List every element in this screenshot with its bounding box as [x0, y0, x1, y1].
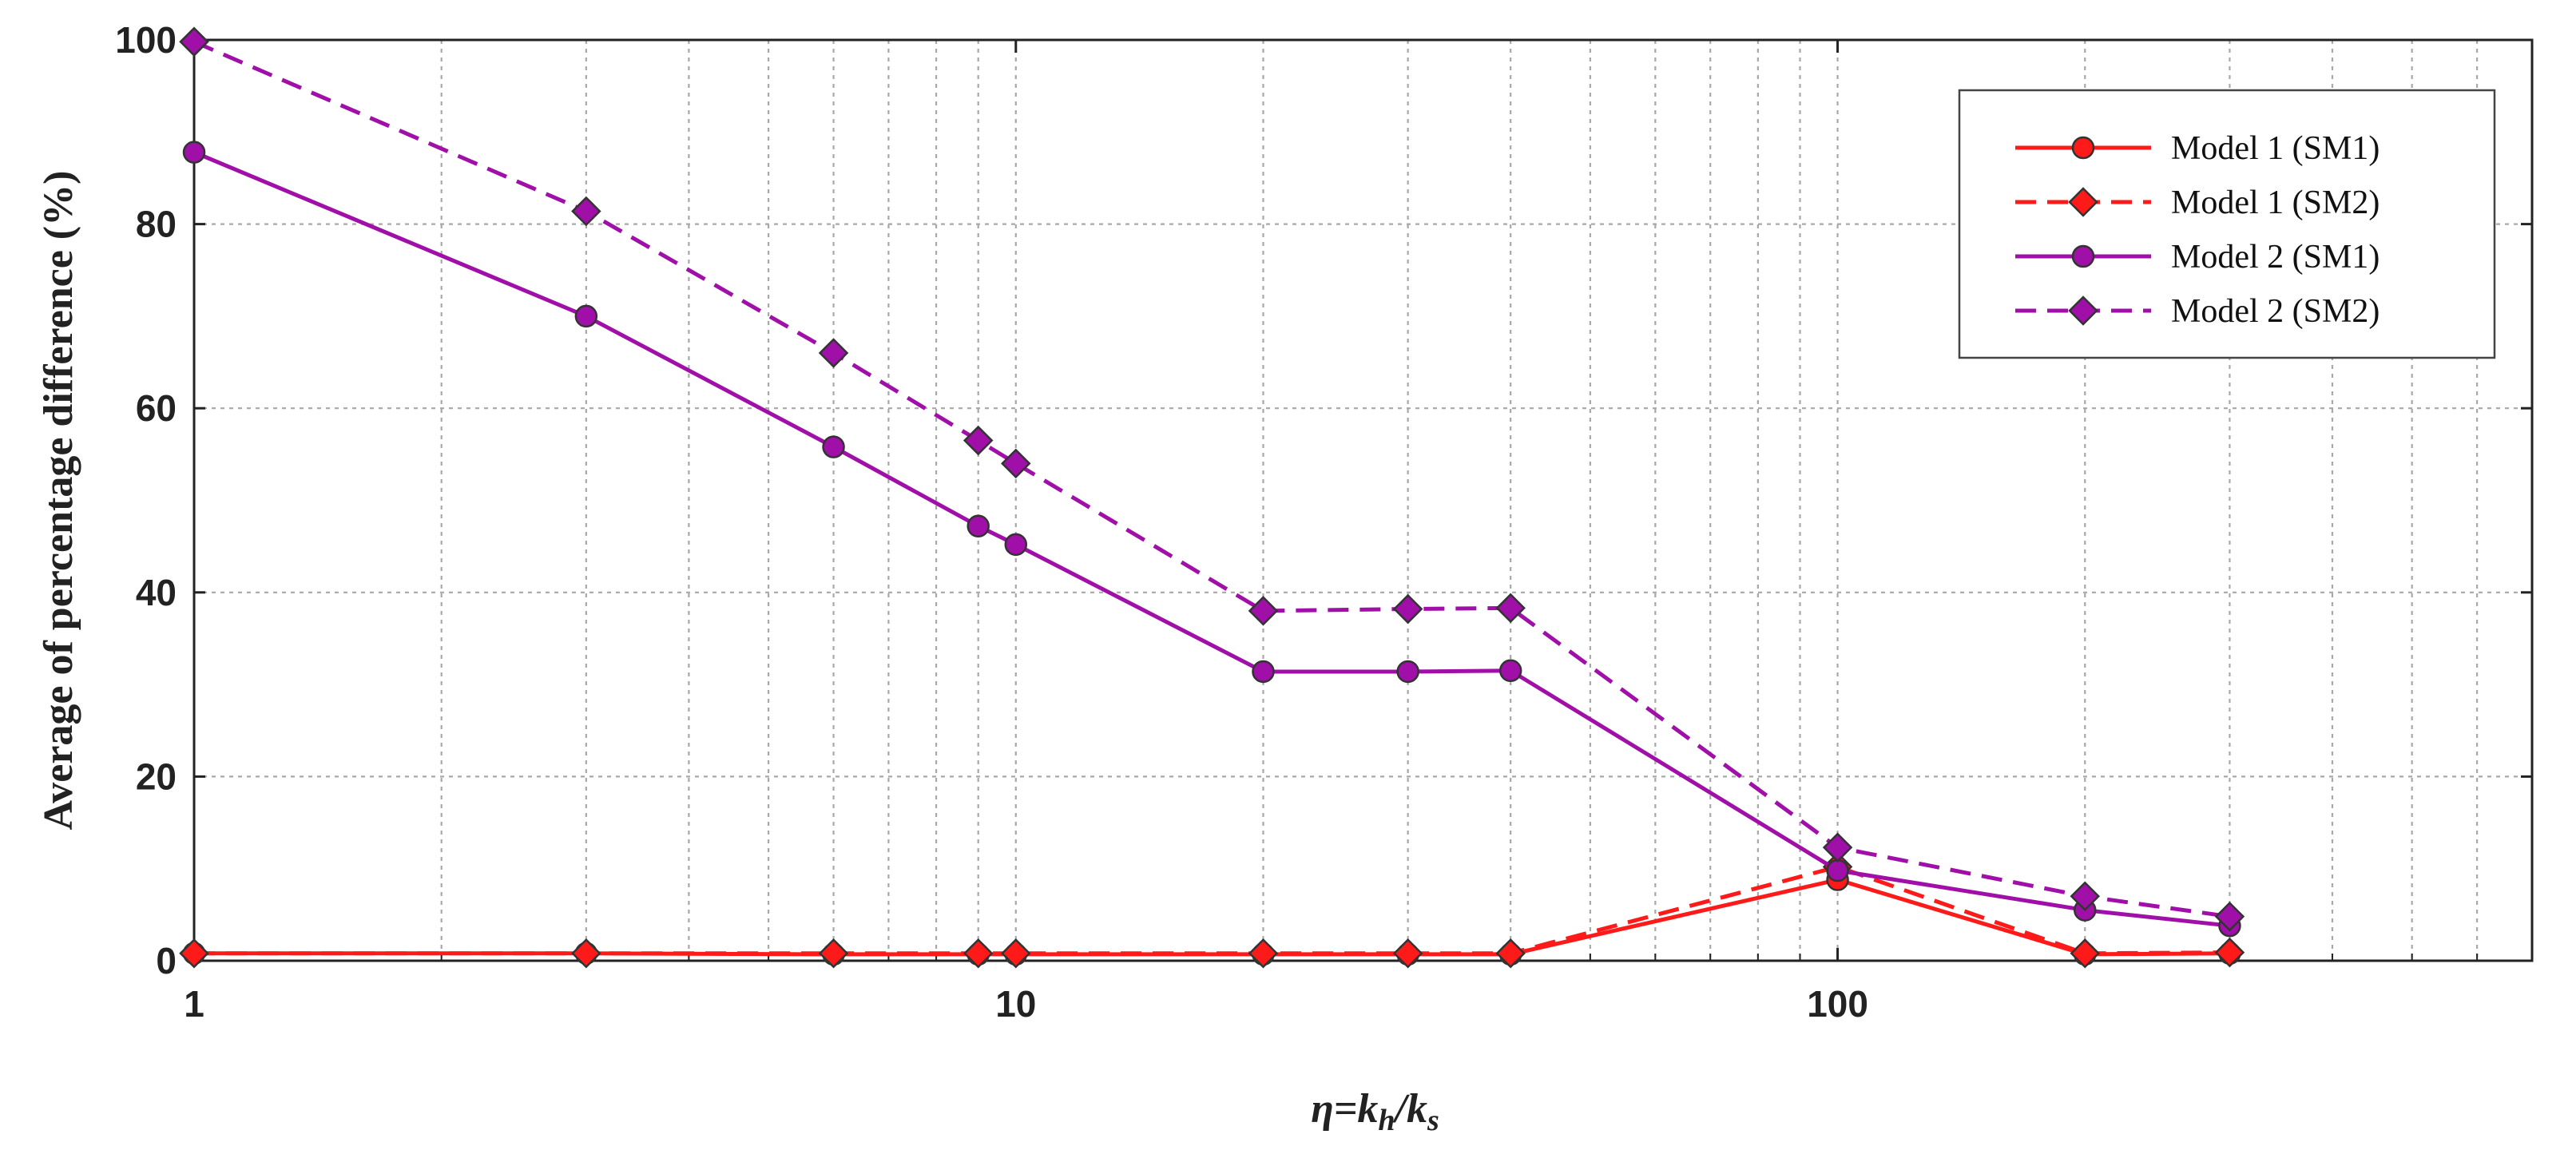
legend-label: Model 2 (SM1) [2171, 239, 2380, 276]
series-3 [182, 141, 2241, 938]
data-point [2071, 244, 2095, 268]
y-tick-label: 60 [136, 387, 177, 429]
series-group [179, 26, 2245, 969]
legend: Model 1 (SM1) Model 1 (SM2) Model 2 (SM1) M… [1958, 89, 2496, 359]
data-point [2214, 901, 2245, 932]
data-point [182, 141, 206, 164]
data-point [2068, 187, 2098, 217]
legend-entry: Model 1 (SM1) [2015, 130, 2380, 167]
x-tick-label: 100 [1807, 983, 1868, 1025]
axis-ticks: 0 20 40 60 80 100 1 10 100 [115, 19, 2532, 1025]
data-point [1248, 938, 1279, 969]
legend-entry: Model 2 (SM2) [2015, 293, 2380, 330]
y-tick-label: 40 [136, 572, 177, 613]
data-point [818, 338, 849, 368]
series-line [194, 864, 2230, 956]
series-2 [179, 851, 2245, 969]
data-point [2068, 295, 2098, 326]
x-tick-label: 1 [184, 983, 204, 1025]
data-point [1822, 832, 1853, 863]
data-point [1392, 938, 1423, 969]
series-line [193, 40, 2230, 919]
y-tick-label: 80 [136, 204, 177, 245]
data-point [1826, 859, 1849, 882]
data-point [179, 938, 209, 969]
x-axis-title: η=kh/ks [1311, 1086, 1439, 1137]
data-point [1495, 593, 1526, 624]
data-point [1396, 660, 1419, 684]
data-point [2214, 937, 2245, 968]
data-point [571, 196, 601, 227]
legend-entry: Model 1 (SM2) [2015, 184, 2380, 221]
series-line [194, 878, 2230, 957]
data-point [574, 304, 598, 328]
grid-lines [194, 40, 2532, 961]
data-point [963, 938, 994, 969]
legend-label: Model 1 (SM2) [2171, 184, 2380, 221]
y-tick-label: 0 [156, 940, 177, 981]
data-point [1248, 596, 1279, 626]
data-point [966, 514, 990, 538]
data-point [1001, 938, 1031, 969]
y-axis-title: Average of percentage difference (%) [36, 171, 81, 831]
data-point [1495, 938, 1526, 969]
data-point [1498, 659, 1522, 683]
data-point [818, 938, 849, 969]
data-point [1001, 448, 1031, 479]
data-point [2070, 938, 2101, 969]
data-point [179, 26, 209, 58]
legend-entry: Model 2 (SM1) [2015, 239, 2380, 276]
data-point [1392, 593, 1423, 625]
data-point [2071, 136, 2095, 160]
data-point [1252, 660, 1275, 684]
data-point [571, 938, 601, 969]
legend-label: Model 1 (SM1) [2171, 130, 2380, 167]
series-line [193, 150, 2230, 928]
data-point [822, 435, 845, 458]
data-point [963, 425, 994, 456]
series-4 [179, 26, 2245, 932]
y-tick-label: 100 [115, 19, 177, 61]
x-tick-label: 10 [995, 983, 1036, 1025]
data-point [2070, 881, 2101, 912]
plot-frame [193, 38, 2534, 962]
data-point [1004, 533, 1028, 557]
y-tick-label: 20 [136, 755, 177, 797]
legend-label: Model 2 (SM2) [2171, 293, 2380, 330]
legend-box [1958, 89, 2496, 359]
